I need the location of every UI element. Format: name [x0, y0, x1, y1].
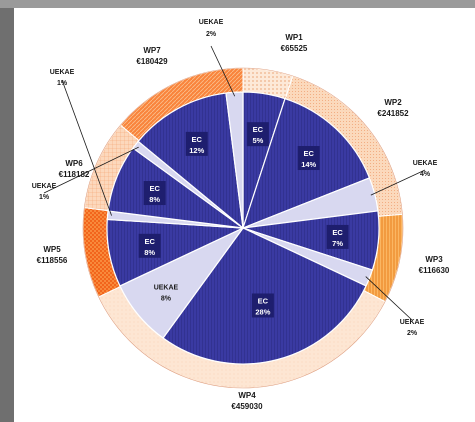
- ec-label-pct: 14%: [301, 160, 316, 169]
- ec-slice-label: EC 7%: [326, 224, 349, 249]
- wp-amount-wp2: €241852: [377, 109, 409, 118]
- wp-amount-wp6: €118182: [59, 170, 90, 179]
- leader-line: [365, 276, 413, 321]
- ec-label-box: [143, 181, 166, 206]
- ec-label-box: [246, 122, 269, 147]
- ec-label-text: EC: [304, 149, 315, 158]
- ec-slice-label: EC 8%: [138, 233, 161, 258]
- uekae-external-pct: 4%: [420, 171, 431, 178]
- ec-label-text: EC: [332, 228, 343, 237]
- leader-lines: [43, 45, 426, 321]
- ec-label-text: EC: [192, 135, 203, 144]
- uekae-external-label: UEKAE: [400, 319, 425, 326]
- ec-label-box: [326, 224, 349, 249]
- pie-slice-uekae-12: [225, 91, 244, 229]
- ec-label-box: [251, 293, 274, 318]
- wp-label-wp2: WP2: [384, 98, 402, 107]
- uekae-external-pct: 1%: [39, 194, 50, 201]
- wp-amount-wp7: €180429: [136, 57, 168, 66]
- uekae-slice-pct: 8%: [161, 296, 172, 303]
- ec-slice-label: EC 12%: [185, 131, 208, 156]
- ec-label-pct: 8%: [149, 195, 160, 204]
- ec-label-text: EC: [149, 184, 160, 193]
- uekae-external-label: UEKAE: [413, 160, 438, 167]
- ec-slice-label: EC 5%: [246, 122, 269, 147]
- wp-amount-wp5: €118556: [37, 256, 68, 265]
- wp-label-wp5: WP5: [43, 245, 61, 254]
- uekae-slice-label: UEKAE: [154, 285, 179, 292]
- wp-amount-wp4: €459030: [231, 402, 263, 411]
- ec-slice-label: EC 28%: [251, 293, 274, 318]
- uekae-external-pct: 1%: [57, 80, 68, 87]
- ring-outline: [82, 67, 404, 389]
- slide-top-frame: [0, 0, 475, 8]
- wp-label-wp3: WP3: [425, 255, 443, 264]
- chart-labels: EC 5% EC 14% EC 7% EC 28% UEKAE 8% EC 8% EC 8% EC 12% UE…: [32, 19, 450, 411]
- inner-pie: [106, 91, 380, 365]
- wp-amount-wp3: €116630: [419, 266, 450, 275]
- wp-label-wp4: WP4: [238, 391, 256, 400]
- outer-ring: [82, 67, 404, 389]
- ec-label-pct: 7%: [332, 239, 343, 248]
- uekae-external-pct: 2%: [206, 31, 217, 38]
- ec-label-pct: 8%: [144, 248, 155, 257]
- ec-slice-label: EC 8%: [143, 181, 166, 206]
- uekae-external-label: UEKAE: [199, 19, 224, 26]
- uekae-external-label: UEKAE: [50, 69, 75, 76]
- ec-slice-label: EC 14%: [297, 146, 320, 171]
- ec-label-pct: 12%: [189, 146, 204, 155]
- ec-label-box: [297, 146, 320, 171]
- wp-label-wp6: WP6: [65, 159, 83, 168]
- wp-label-wp7: WP7: [143, 46, 161, 55]
- wp-label-wp1: WP1: [285, 33, 303, 42]
- uekae-external-pct: 2%: [407, 330, 418, 337]
- ec-label-box: [185, 131, 208, 156]
- leader-line: [210, 45, 236, 97]
- ec-label-text: EC: [258, 296, 269, 305]
- ec-label-pct: 5%: [252, 136, 263, 145]
- pie-slice-ec-11: [137, 92, 244, 230]
- ec-label-pct: 28%: [255, 307, 270, 316]
- leader-line: [370, 169, 426, 196]
- wp-amount-wp1: €65525: [281, 44, 308, 53]
- leader-line: [43, 146, 139, 194]
- ec-label-text: EC: [253, 125, 264, 134]
- ec-label-box: [138, 233, 161, 258]
- uekae-external-label: UEKAE: [32, 183, 57, 190]
- leader-line: [61, 79, 112, 216]
- slide-left-frame: [0, 0, 14, 422]
- ec-label-text: EC: [144, 237, 155, 246]
